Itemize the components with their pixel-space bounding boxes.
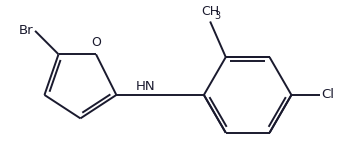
- Text: Br: Br: [19, 24, 34, 37]
- Text: O: O: [91, 36, 101, 49]
- Text: 3: 3: [214, 11, 220, 21]
- Text: CH: CH: [201, 5, 219, 18]
- Text: Cl: Cl: [321, 88, 334, 101]
- Text: HN: HN: [136, 80, 156, 93]
